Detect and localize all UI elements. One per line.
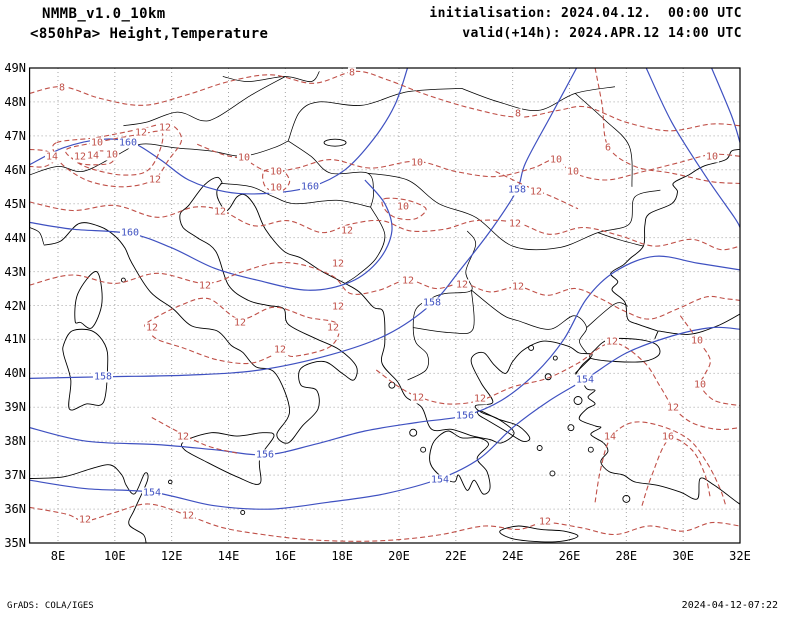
x-tick-label: 26E bbox=[558, 549, 581, 563]
temperature-contour-label: 10 bbox=[692, 379, 708, 391]
temperature-contour-label: 12 bbox=[604, 336, 620, 348]
temperature-contour-label: 16 bbox=[660, 431, 676, 443]
y-tick-label: 39N bbox=[4, 400, 26, 415]
x-tick-label: 12E bbox=[160, 549, 183, 563]
y-tick-label: 36N bbox=[4, 502, 26, 517]
temperature-contour-label: 10 bbox=[409, 157, 425, 169]
y-tick-label: 46N bbox=[4, 162, 26, 177]
x-tick-label: 22E bbox=[444, 549, 467, 563]
temperature-contour-label: 12 bbox=[212, 206, 228, 218]
temperature-contour-label: 8 bbox=[347, 67, 357, 79]
y-tick-label: 49N bbox=[4, 61, 26, 75]
y-tick-label: 35N bbox=[4, 536, 26, 550]
y-tick-label: 45N bbox=[4, 196, 26, 211]
temperature-contour-label: 12 bbox=[528, 186, 544, 198]
temperature-contour-label: 12 bbox=[77, 514, 93, 526]
temperature-contour-label: 10 bbox=[704, 151, 720, 163]
height-contour-label: 160 bbox=[117, 137, 139, 149]
temperature-contour-label: 12 bbox=[144, 322, 160, 334]
y-tick-label: 38N bbox=[4, 434, 26, 449]
temperature-contour-label: 14 bbox=[85, 150, 101, 162]
y-tick-label: 37N bbox=[4, 468, 26, 483]
temperature-contour-label: 14 bbox=[602, 431, 618, 443]
creation-timestamp: 2024-04-12-07:22 bbox=[681, 600, 778, 611]
x-tick-label: 18E bbox=[331, 549, 353, 563]
x-tick-label: 16E bbox=[274, 549, 297, 563]
x-tick-label: 32E bbox=[729, 549, 751, 563]
height-contour-label: 160 bbox=[119, 227, 141, 239]
x-tick-label: 28E bbox=[615, 549, 638, 563]
y-tick-label: 43N bbox=[4, 264, 26, 279]
height-contour-label: 160 bbox=[299, 181, 321, 193]
x-tick-label: 20E bbox=[388, 549, 410, 563]
height-contour-label: 158 bbox=[92, 371, 114, 383]
model-title: NMMB_v1.0_10km bbox=[42, 6, 166, 22]
temperature-contour-label: 12 bbox=[454, 279, 470, 291]
height-contour-label: 156 bbox=[254, 449, 276, 461]
y-tick-label: 42N bbox=[4, 298, 26, 313]
temperature-contours-layer bbox=[29, 68, 741, 542]
y-tick-label: 47N bbox=[4, 128, 26, 143]
temperature-contour-label: 12 bbox=[72, 151, 88, 163]
temperature-contour-label: 12 bbox=[472, 393, 488, 405]
temperature-contour-label: 12 bbox=[537, 516, 553, 528]
temperature-contour-label: 10 bbox=[268, 166, 284, 178]
temperature-contour-label: 10 bbox=[395, 201, 411, 213]
height-contour-label: 154 bbox=[429, 474, 451, 486]
map-frame bbox=[28, 67, 741, 544]
temperature-contour-label: 12 bbox=[133, 127, 149, 139]
x-tick-label: 14E bbox=[217, 549, 240, 563]
grads-credit: GrADS: COLA/IGES bbox=[7, 601, 94, 611]
temperature-contour-label: 12 bbox=[157, 122, 173, 134]
temperature-contour-label: 12 bbox=[147, 174, 163, 186]
height-contour-label: 158 bbox=[506, 184, 528, 196]
temperature-contour-label: 12 bbox=[232, 317, 248, 329]
temperature-contour-label: 10 bbox=[548, 154, 564, 166]
temperature-contour-label: 10 bbox=[104, 149, 120, 161]
x-tick-label: 30E bbox=[672, 549, 694, 563]
x-tick-label: 24E bbox=[501, 549, 524, 563]
temperature-contour-label: 10 bbox=[89, 137, 105, 149]
height-contour-label: 158 bbox=[421, 297, 443, 309]
temperature-contour-label: 12 bbox=[410, 392, 426, 404]
temperature-contour-label: 10 bbox=[236, 152, 252, 164]
temperature-contour-label: 8 bbox=[57, 82, 67, 94]
y-tick-label: 44N bbox=[4, 230, 26, 245]
height-contour-label: 156 bbox=[454, 410, 476, 422]
temperature-contour-label: 10 bbox=[268, 182, 284, 194]
init-time-label: initialisation: 2024.04.12. 00:00 UTC bbox=[429, 6, 742, 21]
temperature-contour-label: 12 bbox=[175, 431, 191, 443]
borders-layer bbox=[29, 71, 661, 381]
temperature-contour-label: 12 bbox=[665, 402, 681, 414]
temperature-contour-label: 12 bbox=[507, 218, 523, 230]
temperature-contour-label: 12 bbox=[330, 301, 346, 313]
field-title: <850hPa> Height,Temperature bbox=[30, 26, 269, 42]
temperature-contour-label: 12 bbox=[272, 344, 288, 356]
temperature-contour-label: 12 bbox=[400, 275, 416, 287]
temperature-contour-label: 14 bbox=[44, 151, 60, 163]
temperature-contour-label: 12 bbox=[330, 258, 346, 270]
temperature-contour-label: 8 bbox=[513, 108, 523, 120]
height-contour-label: 154 bbox=[141, 487, 163, 499]
valid-time-label: valid(+14h): 2024.APR.12 14:00 UTC bbox=[462, 26, 742, 41]
height-contour-label: 154 bbox=[574, 374, 596, 386]
temperature-contour-label: 6 bbox=[603, 142, 613, 154]
temperature-contour-label: 12 bbox=[339, 225, 355, 237]
coastline-layer bbox=[29, 138, 741, 544]
temperature-contour-label: 12 bbox=[510, 281, 526, 293]
y-tick-label: 41N bbox=[4, 332, 26, 347]
temperature-contour-label: 10 bbox=[565, 166, 581, 178]
temperature-contour-label: 10 bbox=[689, 335, 705, 347]
y-tick-label: 40N bbox=[4, 366, 26, 381]
temperature-contour-label: 12 bbox=[180, 510, 196, 522]
x-tick-label: 10E bbox=[103, 549, 126, 563]
temperature-contour-label: 12 bbox=[325, 322, 341, 334]
grid-layer bbox=[29, 68, 741, 544]
x-tick-label: 8E bbox=[50, 549, 66, 563]
y-tick-label: 48N bbox=[4, 94, 26, 109]
temperature-contour-label: 12 bbox=[197, 280, 213, 292]
